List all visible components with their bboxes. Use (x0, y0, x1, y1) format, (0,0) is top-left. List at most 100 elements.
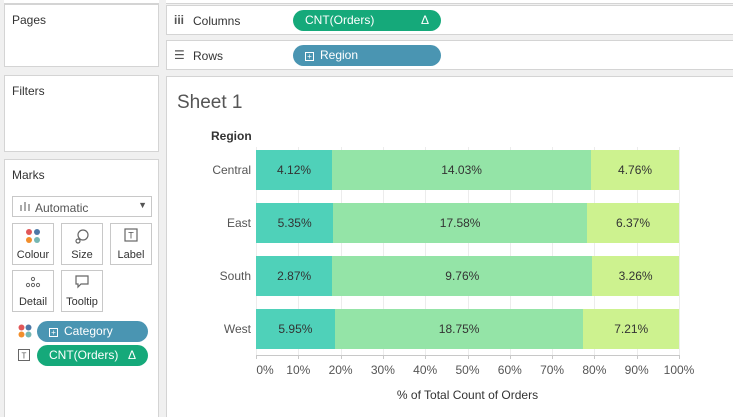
label-field-icon: T (18, 349, 30, 364)
row-label-central: Central (212, 163, 251, 177)
columns-icon: iii (174, 13, 185, 27)
tooltip-icon (62, 275, 102, 291)
size-icon (62, 228, 102, 244)
x-tick (425, 355, 427, 359)
x-tick-label: 70% (540, 363, 565, 377)
x-gridline (298, 147, 300, 355)
bar-segment[interactable]: 3.26% (592, 256, 679, 296)
pages-card[interactable]: Pages (4, 4, 159, 67)
mark-type-dropdown[interactable]: Automatic ▼ (12, 196, 152, 217)
filters-card[interactable]: Filters (4, 75, 159, 152)
row-label-east: East (226, 216, 251, 230)
bar-segment[interactable]: 2.87% (256, 256, 333, 296)
tooltip-label: Tooltip (66, 296, 98, 308)
x-tick-label: 60% (497, 363, 522, 377)
bar-segment[interactable]: 6.37% (587, 203, 679, 243)
x-tick (594, 355, 596, 359)
bar-segment[interactable]: 14.03% (332, 150, 592, 190)
row-label-west: West (223, 322, 251, 336)
sheet-title: Sheet 1 (177, 92, 243, 113)
rows-label: Rows (193, 49, 224, 63)
x-gridline (340, 147, 342, 355)
bar-segment[interactable]: 18.75% (334, 309, 584, 349)
x-tick (552, 355, 554, 359)
x-gridline (382, 147, 384, 355)
columns-shelf[interactable]: iii Columns CNT(Orders) Δ (166, 5, 733, 35)
delta-icon: Δ (420, 13, 429, 27)
filters-title: Filters (12, 84, 45, 98)
x-tick-label: 90% (624, 363, 649, 377)
size-label: Size (71, 249, 93, 261)
bar-segment[interactable]: 5.35% (256, 203, 334, 243)
rows-region-pill[interactable]: + Region (293, 45, 441, 66)
x-tick (679, 355, 680, 359)
x-tick-label: 80% (582, 363, 607, 377)
detail-icon (13, 275, 53, 291)
marks-card: Marks Automatic ▼ Colour Size T Label De… (4, 159, 159, 417)
tooltip-button[interactable]: Tooltip (61, 270, 103, 312)
x-tick (340, 355, 342, 359)
x-tick-label: 20% (328, 363, 353, 377)
expand-icon: + (49, 328, 58, 337)
expand-icon: + (305, 52, 314, 61)
label-button[interactable]: T Label (110, 223, 152, 265)
colour-label: Colour (16, 249, 50, 261)
top-strip-left (4, 0, 159, 4)
colour-field-icon (18, 324, 32, 341)
bar-segment[interactable]: 4.12% (256, 150, 333, 190)
cnt-orders-field-label: CNT(Orders) (49, 348, 119, 362)
cnt-orders-field-pill[interactable]: CNT(Orders) Δ (37, 345, 148, 366)
text-label-icon: T (111, 228, 151, 244)
category-field-label: Category (64, 324, 113, 338)
x-tick-label: 10% (286, 363, 311, 377)
x-gridline (256, 147, 257, 355)
bar-segment[interactable]: 7.21% (583, 309, 679, 349)
worksheet[interactable]: Sheet 1 Region % of Total Count of Order… (166, 76, 733, 417)
chevron-down-icon: ▼ (138, 200, 147, 210)
x-gridline (467, 147, 469, 355)
category-field-pill[interactable]: + Category (37, 321, 148, 342)
x-tick-label: 0% (256, 363, 274, 377)
detail-button[interactable]: Detail (12, 270, 54, 312)
x-tick-label: 30% (370, 363, 395, 377)
pages-title: Pages (12, 13, 47, 27)
x-tick (298, 355, 300, 359)
rows-shelf[interactable]: ☰ Rows + Region (166, 40, 733, 70)
x-tick (509, 355, 511, 359)
x-gridline (679, 147, 680, 355)
x-gridline (509, 147, 511, 355)
svg-text:T: T (22, 352, 27, 361)
x-tick (636, 355, 638, 359)
mark-type-value: Automatic (35, 201, 89, 215)
bar-chart-icon (20, 200, 30, 214)
bar-segment[interactable]: 17.58% (333, 203, 588, 243)
size-button[interactable]: Size (61, 223, 103, 265)
columns-pill-label: CNT(Orders) (305, 13, 375, 27)
label-label: Label (117, 249, 145, 261)
x-gridline (636, 147, 638, 355)
bar-segment[interactable]: 4.76% (591, 150, 679, 190)
row-label-south: South (219, 269, 251, 283)
x-gridline (552, 147, 554, 355)
columns-cnt-orders-pill[interactable]: CNT(Orders) Δ (293, 10, 441, 31)
x-axis-title: % of Total Count of Orders (396, 388, 539, 402)
region-header: Region (211, 129, 252, 143)
detail-label: Detail (18, 296, 48, 308)
x-tick (256, 355, 257, 359)
delta-icon: Δ (127, 348, 136, 362)
colour-button[interactable]: Colour (12, 223, 54, 265)
x-gridline (425, 147, 427, 355)
x-gridline (594, 147, 596, 355)
x-tick-label: 100% (663, 363, 695, 377)
rows-icon: ☰ (174, 48, 185, 62)
bar-segment[interactable]: 5.95% (256, 309, 335, 349)
x-tick-label: 50% (455, 363, 480, 377)
marks-title: Marks (12, 168, 45, 182)
x-tick (382, 355, 384, 359)
bar-segment[interactable]: 9.76% (332, 256, 593, 296)
rows-pill-label: Region (320, 48, 359, 62)
x-tick-label: 40% (413, 363, 438, 377)
top-strip-right (166, 0, 733, 4)
colour-icon (13, 228, 53, 244)
x-tick (467, 355, 469, 359)
